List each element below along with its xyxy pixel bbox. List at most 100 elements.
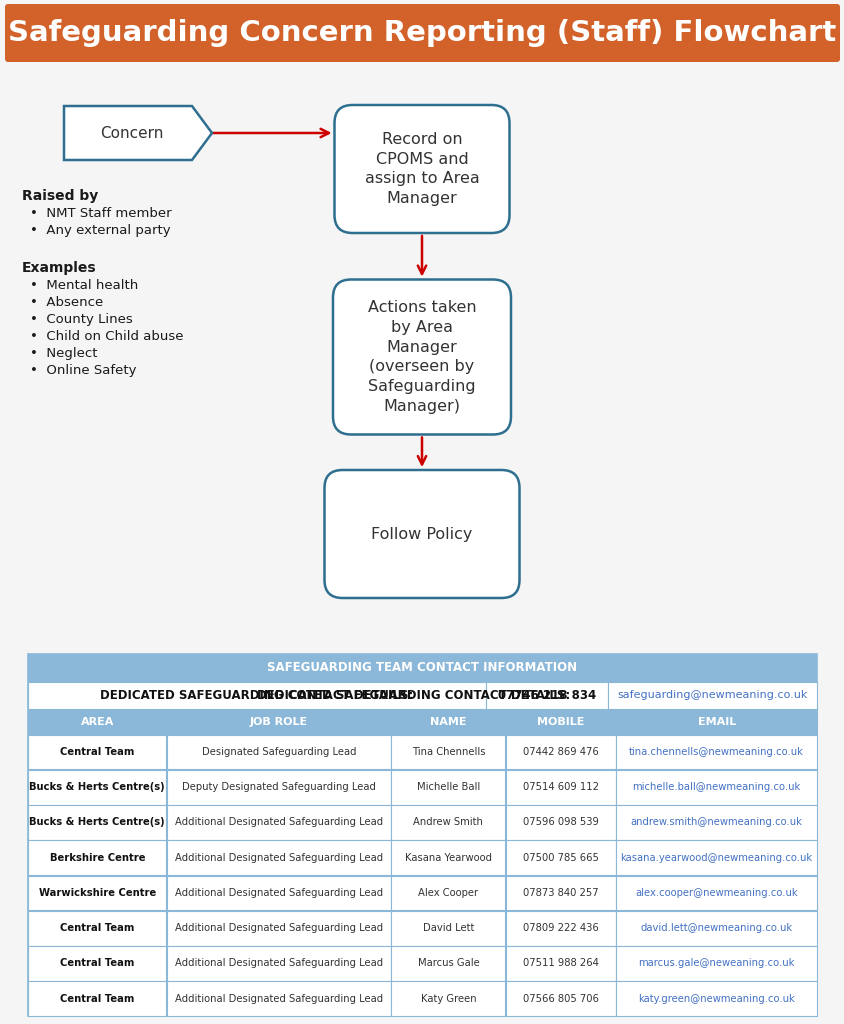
FancyBboxPatch shape [29,841,166,874]
Text: Deputy Designated Safeguarding Lead: Deputy Designated Safeguarding Lead [181,782,376,793]
Text: Berkshire Centre: Berkshire Centre [50,853,145,862]
FancyBboxPatch shape [391,710,505,734]
FancyBboxPatch shape [615,981,816,1016]
FancyBboxPatch shape [166,841,391,874]
Text: andrew.smith@newmeaning.co.uk: andrew.smith@newmeaning.co.uk [630,817,802,827]
Text: Follow Policy: Follow Policy [371,526,472,542]
FancyBboxPatch shape [166,710,391,734]
Text: Additional Designated Safeguarding Lead: Additional Designated Safeguarding Lead [175,817,382,827]
FancyBboxPatch shape [29,682,485,709]
FancyBboxPatch shape [29,682,485,709]
FancyBboxPatch shape [506,770,615,805]
FancyBboxPatch shape [506,734,615,769]
Text: Additional Designated Safeguarding Lead: Additional Designated Safeguarding Lead [175,888,382,898]
Text: •  Online Safety: • Online Safety [30,364,137,377]
Text: JOB ROLE: JOB ROLE [249,717,307,727]
Text: Examples: Examples [22,261,96,275]
FancyBboxPatch shape [391,910,505,945]
FancyBboxPatch shape [29,946,166,981]
Text: Designated Safeguarding Lead: Designated Safeguarding Lead [201,746,355,757]
Text: Actions taken
by Area
Manager
(overseen by
Safeguarding
Manager): Actions taken by Area Manager (overseen … [367,300,476,414]
FancyBboxPatch shape [615,734,816,769]
FancyBboxPatch shape [166,946,391,981]
FancyBboxPatch shape [506,876,615,910]
FancyBboxPatch shape [29,910,166,945]
FancyBboxPatch shape [166,770,391,805]
Text: Additional Designated Safeguarding Lead: Additional Designated Safeguarding Lead [175,958,382,969]
Text: Warwickshire Centre: Warwickshire Centre [39,888,156,898]
Text: 07809 222 436: 07809 222 436 [522,923,598,933]
Text: •  Absence: • Absence [30,296,103,309]
FancyBboxPatch shape [391,981,505,1016]
FancyBboxPatch shape [29,981,166,1016]
Text: kasana.yearwood@newmeaning.co.uk: kasana.yearwood@newmeaning.co.uk [619,853,812,862]
Text: Bucks & Herts Centre(s): Bucks & Herts Centre(s) [30,782,165,793]
Text: Kasana Yearwood: Kasana Yearwood [404,853,491,862]
Text: 07873 840 257: 07873 840 257 [522,888,598,898]
FancyBboxPatch shape [506,910,615,945]
FancyBboxPatch shape [28,654,816,1016]
Text: Central Team: Central Team [60,958,134,969]
Text: Record on
CPOMS and
assign to Area
Manager: Record on CPOMS and assign to Area Manag… [365,132,479,206]
Text: DEDICATED SAFEGUARDING CONTACT DETAILS:: DEDICATED SAFEGUARDING CONTACT DETAILS: [100,689,414,701]
Text: 07500 785 665: 07500 785 665 [522,853,598,862]
Text: Marcus Gale: Marcus Gale [417,958,479,969]
Text: 07514 609 112: 07514 609 112 [522,782,598,793]
Text: Additional Designated Safeguarding Lead: Additional Designated Safeguarding Lead [175,993,382,1004]
Text: Tina Chennells: Tina Chennells [411,746,484,757]
Text: •  Child on Child abuse: • Child on Child abuse [30,330,183,343]
Text: Central Team: Central Team [60,923,134,933]
FancyBboxPatch shape [333,280,511,434]
Text: 07566 805 706: 07566 805 706 [522,993,598,1004]
FancyBboxPatch shape [324,470,519,598]
Text: Concern: Concern [100,126,163,140]
Text: tina.chennells@newmeaning.co.uk: tina.chennells@newmeaning.co.uk [629,746,803,757]
FancyBboxPatch shape [506,981,615,1016]
FancyBboxPatch shape [485,682,607,709]
FancyBboxPatch shape [166,805,391,840]
FancyBboxPatch shape [29,654,815,681]
Text: david.lett@newmeaning.co.uk: david.lett@newmeaning.co.uk [640,923,792,933]
FancyBboxPatch shape [166,876,391,910]
Text: 07596 098 539: 07596 098 539 [522,817,598,827]
FancyBboxPatch shape [615,805,816,840]
FancyBboxPatch shape [615,910,816,945]
Text: 07746 218 834: 07746 218 834 [497,689,595,701]
FancyBboxPatch shape [166,981,391,1016]
Text: 07511 988 264: 07511 988 264 [522,958,598,969]
FancyBboxPatch shape [615,876,816,910]
FancyBboxPatch shape [391,805,505,840]
FancyBboxPatch shape [391,770,505,805]
FancyBboxPatch shape [166,910,391,945]
Text: SAFEGUARDING TEAM CONTACT INFORMATION: SAFEGUARDING TEAM CONTACT INFORMATION [267,662,577,674]
FancyBboxPatch shape [5,4,839,62]
Text: Bucks & Herts Centre(s): Bucks & Herts Centre(s) [30,817,165,827]
FancyBboxPatch shape [615,710,816,734]
Text: MOBILE: MOBILE [537,717,584,727]
FancyBboxPatch shape [391,946,505,981]
Text: Safeguarding Concern Reporting (Staff) Flowchart: Safeguarding Concern Reporting (Staff) F… [8,19,835,47]
Text: marcus.gale@neweaning.co.uk: marcus.gale@neweaning.co.uk [638,958,794,969]
Text: safeguarding@newmeaning.co.uk: safeguarding@newmeaning.co.uk [617,690,807,700]
Text: Central Team: Central Team [60,746,134,757]
Text: Katy Green: Katy Green [420,993,476,1004]
Text: katy.green@newmeaning.co.uk: katy.green@newmeaning.co.uk [637,993,794,1004]
FancyBboxPatch shape [391,841,505,874]
FancyBboxPatch shape [29,876,166,910]
Text: Michelle Ball: Michelle Ball [416,782,479,793]
FancyBboxPatch shape [166,734,391,769]
FancyBboxPatch shape [615,770,816,805]
Text: Raised by: Raised by [22,189,98,203]
Text: Additional Designated Safeguarding Lead: Additional Designated Safeguarding Lead [175,923,382,933]
FancyBboxPatch shape [29,805,166,840]
Text: NAME: NAME [430,717,466,727]
Text: DEDICATED SAFEGUARDING CONTACT DETAILS:: DEDICATED SAFEGUARDING CONTACT DETAILS: [257,689,570,701]
FancyBboxPatch shape [29,710,166,734]
FancyBboxPatch shape [506,805,615,840]
Text: •  Mental health: • Mental health [30,279,138,292]
Text: alex.cooper@newmeaning.co.uk: alex.cooper@newmeaning.co.uk [635,888,797,898]
FancyBboxPatch shape [506,946,615,981]
FancyBboxPatch shape [29,734,166,769]
Text: •  NMT Staff member: • NMT Staff member [30,207,171,220]
Text: David Lett: David Lett [422,923,473,933]
